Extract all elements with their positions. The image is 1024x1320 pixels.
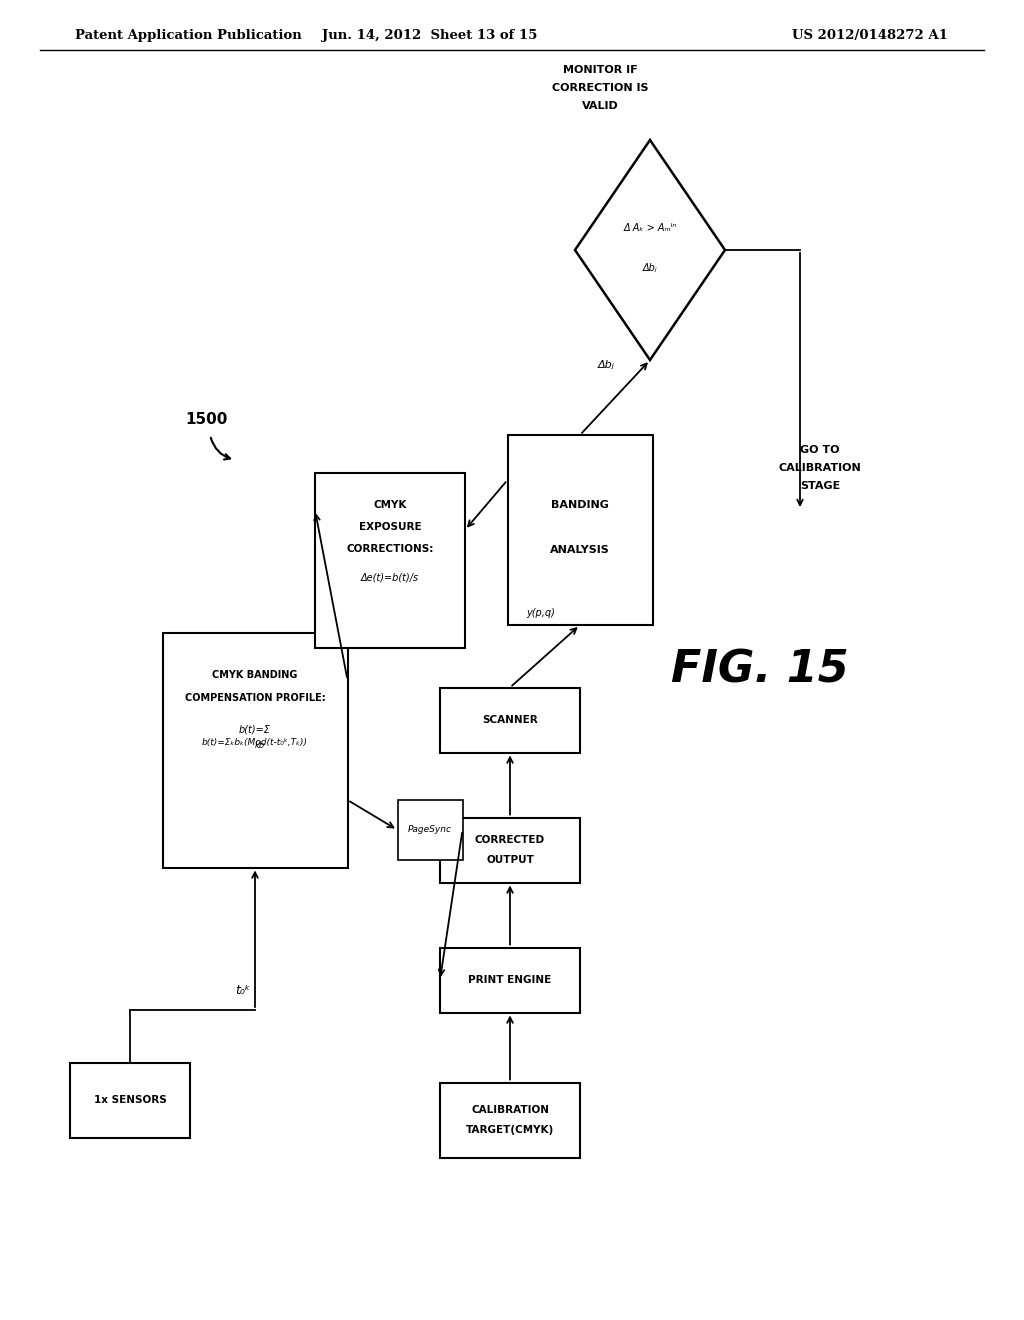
Text: US 2012/0148272 A1: US 2012/0148272 A1 (792, 29, 948, 41)
Bar (508, 436, 652, 624)
Bar (315, 473, 465, 648)
Text: SCANNER: SCANNER (482, 715, 538, 725)
Bar (397, 800, 463, 861)
Polygon shape (575, 140, 725, 360)
Text: kb: kb (255, 741, 265, 750)
Text: CALIBRATION: CALIBRATION (778, 463, 861, 473)
Text: Δbⱼ: Δbⱼ (598, 360, 614, 370)
Text: STAGE: STAGE (800, 480, 840, 491)
Text: PRINT ENGINE: PRINT ENGINE (468, 975, 552, 985)
Bar (440, 948, 580, 1012)
Text: CORRECTIONS:: CORRECTIONS: (346, 544, 434, 554)
Text: OUTPUT: OUTPUT (486, 855, 534, 865)
Text: b(t)=Σₖbₖ(Mod(t-t₀ᵏ,Tₖ)): b(t)=Σₖbₖ(Mod(t-t₀ᵏ,Tₖ)) (202, 738, 308, 747)
Text: CALIBRATION: CALIBRATION (471, 1105, 549, 1115)
Text: CORRECTION IS: CORRECTION IS (552, 83, 648, 92)
Bar (440, 817, 580, 883)
Bar (163, 632, 347, 867)
Text: GO TO: GO TO (800, 445, 840, 455)
Text: TARGET(CMYK): TARGET(CMYK) (466, 1125, 554, 1135)
Text: b(t)=Σ: b(t)=Σ (239, 725, 271, 735)
Text: PageSync: PageSync (408, 825, 452, 834)
Bar (440, 1082, 580, 1158)
Text: y(p,q): y(p,q) (526, 609, 555, 618)
Text: 1x SENSORS: 1x SENSORS (93, 1096, 166, 1105)
Bar (70, 1063, 190, 1138)
Text: BANDING: BANDING (551, 500, 609, 510)
Text: Δe(t)=b(t)/s: Δe(t)=b(t)/s (360, 573, 419, 583)
Text: CMYK: CMYK (374, 500, 407, 510)
Text: VALID: VALID (582, 102, 618, 111)
Text: Patent Application Publication: Patent Application Publication (75, 29, 302, 41)
Text: CMYK BANDING: CMYK BANDING (212, 671, 298, 680)
Text: Δbⱼ: Δbⱼ (643, 263, 657, 273)
Text: ANALYSIS: ANALYSIS (550, 545, 610, 554)
Text: CORRECTED: CORRECTED (475, 836, 545, 845)
Bar (440, 688, 580, 752)
Text: 1500: 1500 (185, 412, 227, 428)
Text: COMPENSATION PROFILE:: COMPENSATION PROFILE: (184, 693, 326, 704)
Text: t₀ᵏ: t₀ᵏ (234, 983, 250, 997)
Text: EXPOSURE: EXPOSURE (358, 521, 421, 532)
Text: FIG. 15: FIG. 15 (671, 648, 849, 692)
Text: Δ Aₖ > Aₘᴵⁿ: Δ Aₖ > Aₘᴵⁿ (624, 223, 677, 234)
Text: MONITOR IF: MONITOR IF (562, 65, 637, 75)
Text: Jun. 14, 2012  Sheet 13 of 15: Jun. 14, 2012 Sheet 13 of 15 (323, 29, 538, 41)
